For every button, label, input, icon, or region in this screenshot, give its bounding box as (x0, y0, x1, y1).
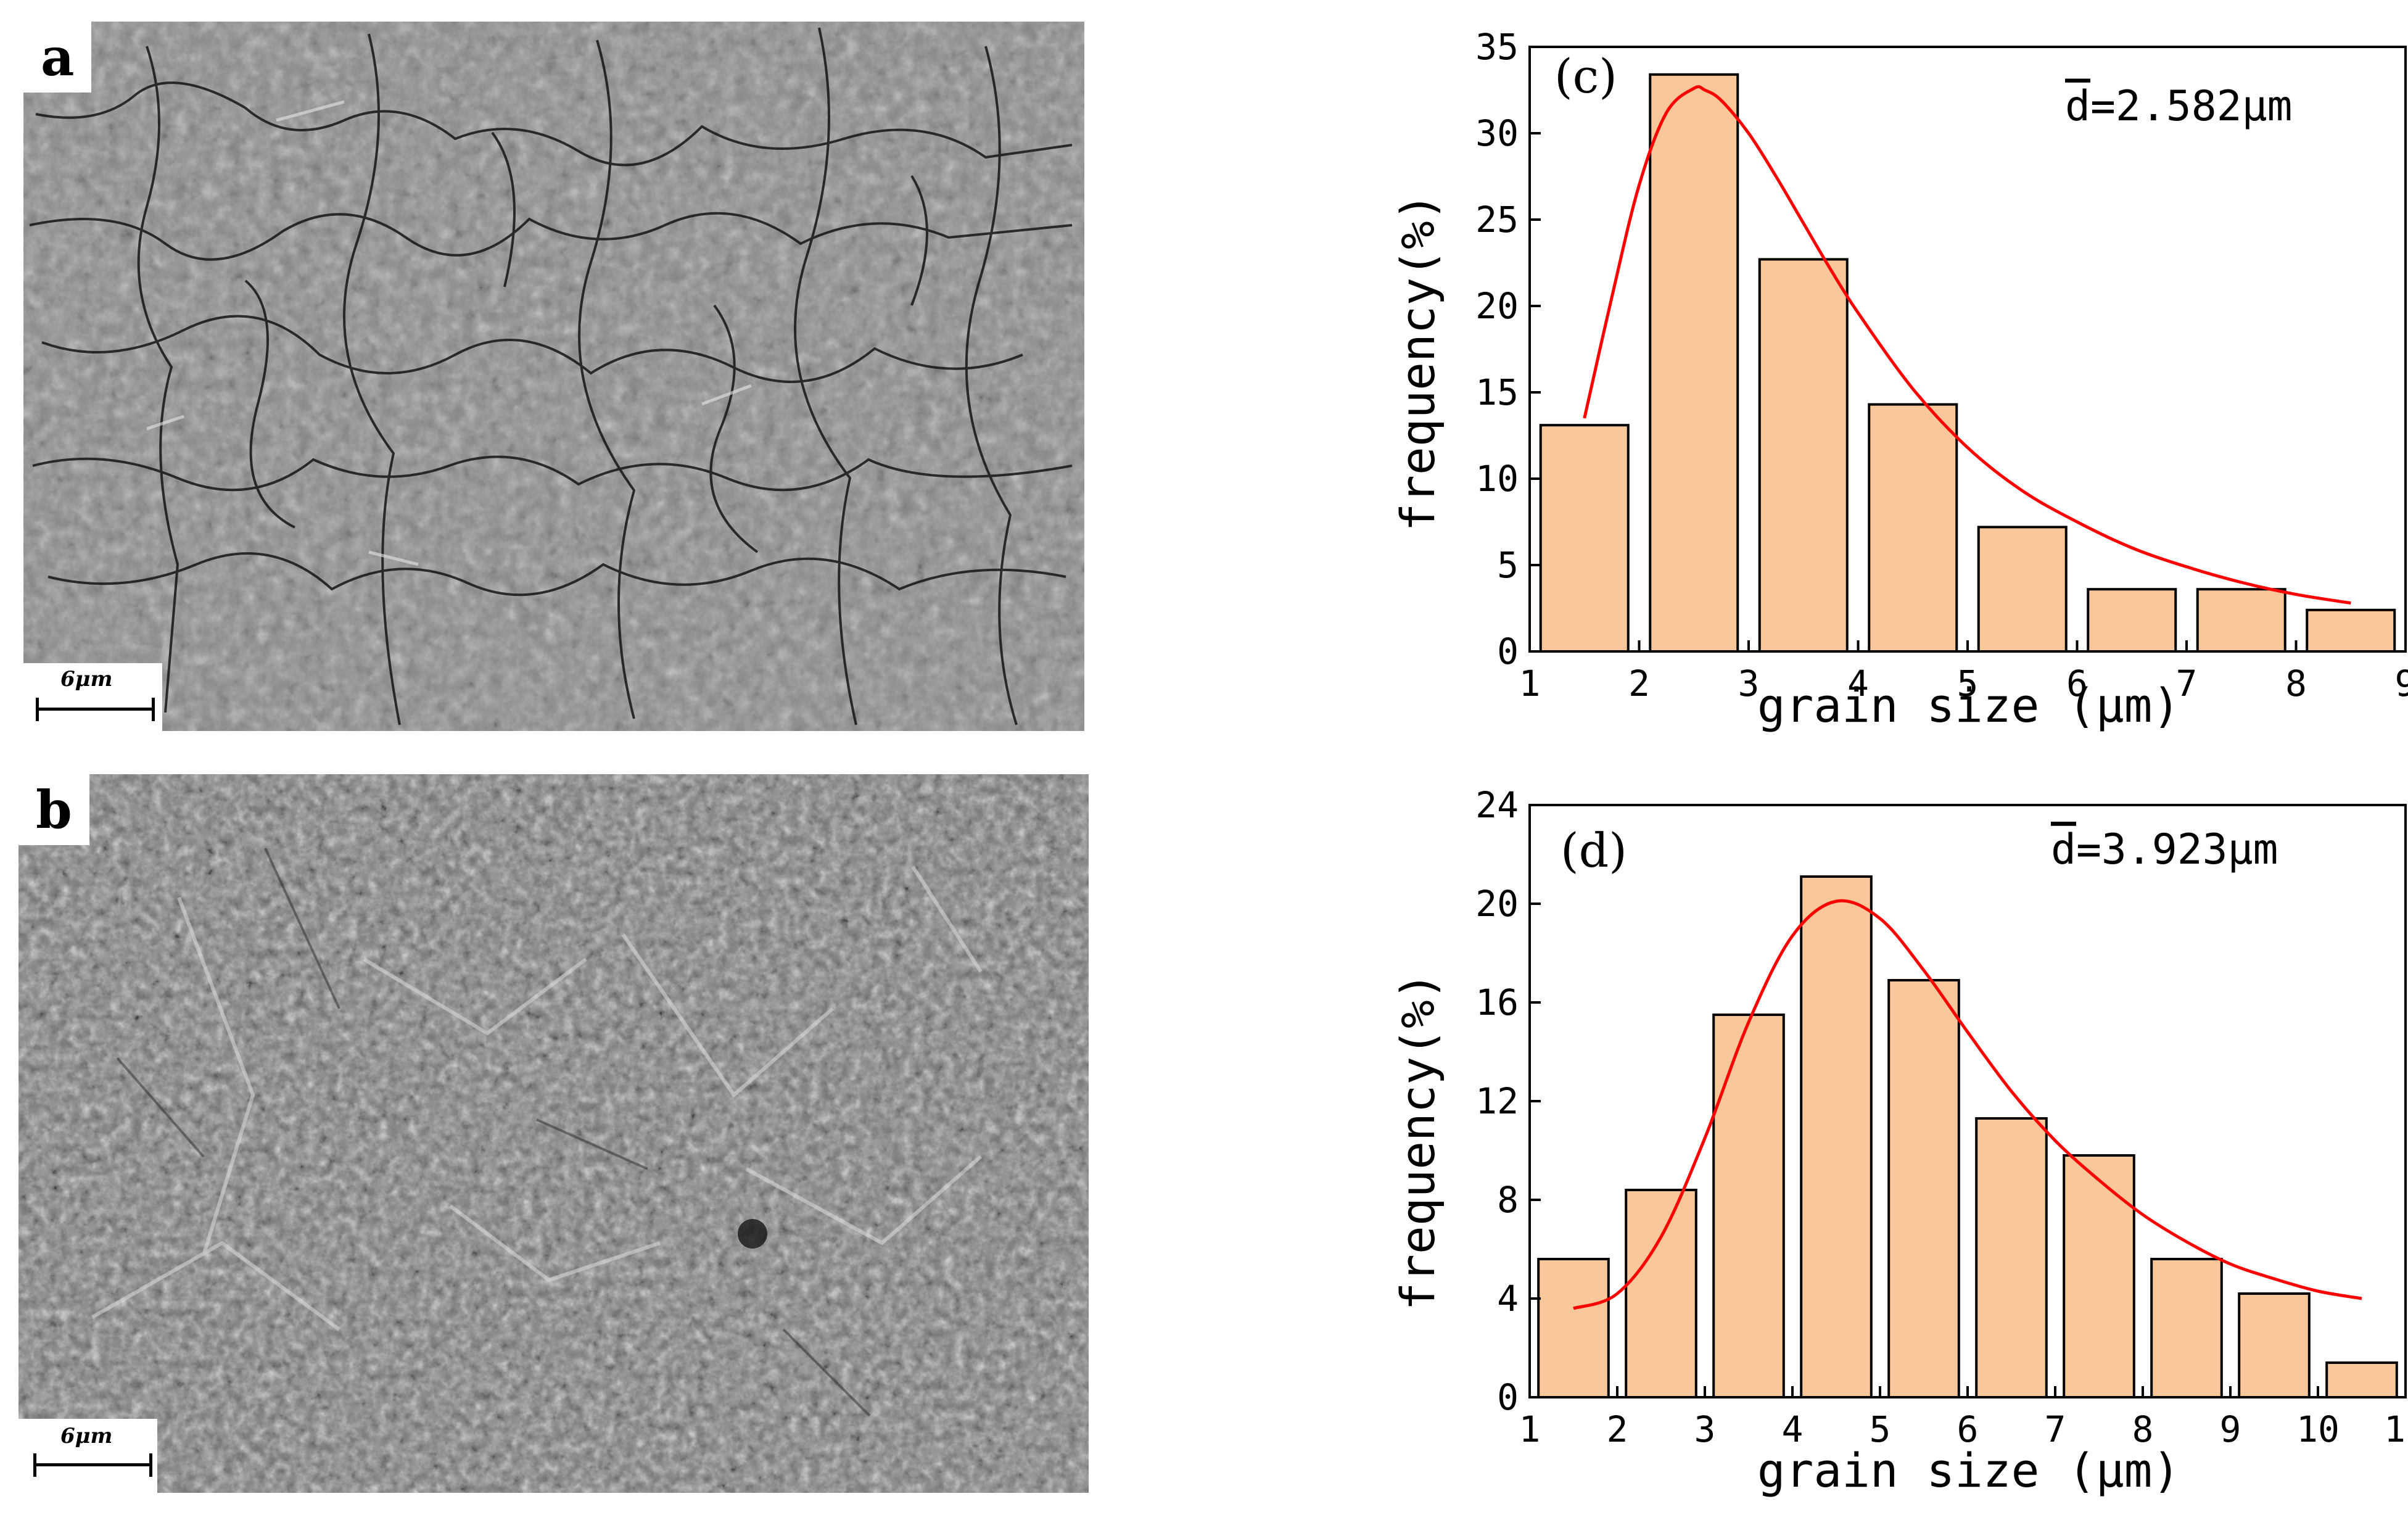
chart-d-x-tick-label: 4 (1782, 1408, 1804, 1450)
chart-c-bar (1758, 258, 1849, 653)
chart-d-xlabel: grain size (μm) (1757, 1443, 2180, 1498)
chart-c-bar (2196, 588, 2286, 653)
chart-c-x-tick-label: 4 (1847, 663, 1869, 704)
chart-d-x-tick-label: 3 (1694, 1408, 1716, 1450)
chart-c-ticks: 1 2 3 4 5 6 7 8 9 0 5 10 15 20 25 30 35 (1475, 26, 2408, 704)
chart-d-bar (1537, 1258, 1610, 1398)
chart-d-x-tick-label: 9 (2220, 1408, 2241, 1450)
chart-c-x-tick-label: 6 (2066, 663, 2088, 704)
scale-bar-b: 6μm (19, 1419, 157, 1493)
chart-d-annotation-value: =3.923μm (2076, 825, 2278, 874)
chart-c-y-tick-label: 30 (1475, 112, 1519, 154)
scale-bar-tick-right (149, 1453, 152, 1477)
micrograph-b-image (19, 774, 1089, 1493)
chart-c-bar (1868, 403, 1958, 653)
micrograph-a: a 6μm (23, 22, 1084, 731)
chart-d-x-tick-label: 7 (2045, 1408, 2066, 1450)
scale-bar-line (37, 708, 154, 711)
chart-d-y-tick-label: 8 (1497, 1179, 1519, 1221)
chart-c-bar (2306, 608, 2396, 653)
chart-c-annotation-value: =2.582μm (2090, 82, 2293, 131)
chart-d-x-tick-label: 11 (2384, 1408, 2408, 1450)
chart-c-x-tick-label: 5 (1957, 663, 1979, 704)
chart-c-xlabel: grain size (μm) (1757, 678, 2180, 733)
chart-c-x-tick-label: 3 (1738, 663, 1760, 704)
chart-d-fit-curve (1573, 899, 2362, 1310)
chart-d-y-tick-label: 4 (1497, 1278, 1519, 1320)
chart-d-panel-label: (d) (1561, 823, 1627, 878)
chart-d-x-tick-label: 1 (1519, 1408, 1541, 1450)
chart-c-bar (1539, 424, 1630, 653)
scale-bar-label: 6μm (60, 667, 113, 692)
chart-d-annotation-d: d (2051, 825, 2076, 874)
chart-d-x-tick-label: 6 (1957, 1408, 1979, 1450)
chart-c-x-tick-label: 9 (2395, 663, 2408, 704)
scale-bar-tick-left (33, 1453, 36, 1477)
scale-bar-tick-right (152, 698, 155, 721)
chart-d-fit (1573, 899, 2362, 1310)
scale-bar-label: 6μm (60, 1424, 113, 1448)
chart-d-ylabel: frequency(%) (1390, 972, 1445, 1310)
chart-c-annotation-d: d (2065, 82, 2090, 131)
chart-c-bar (1977, 526, 2068, 653)
chart-d-bar (1625, 1189, 1697, 1398)
chart-c-fit (1583, 85, 2351, 605)
chart-d-bar (2325, 1361, 2398, 1398)
chart-c-panel-label: (c) (1554, 49, 1617, 104)
chart-d-bar (1887, 979, 1960, 1398)
chart-d: 123456789101104812162024 (d) d=3.923μm g… (1357, 777, 2408, 1505)
chart-c-fit-curve (1583, 85, 2351, 605)
chart-c-bars (1539, 73, 2396, 653)
chart-d-annotation: d=3.923μm (2051, 825, 2278, 874)
chart-d-x-tick-label: 8 (2132, 1408, 2154, 1450)
micrograph-b: b 6μm (19, 774, 1089, 1493)
chart-d-bar (2063, 1154, 2135, 1398)
chart-c-svg: 1 2 3 4 5 6 7 8 9 0 5 10 15 20 25 30 35 (c) d=2.582μm gr… (1390, 26, 2408, 733)
scale-bar-a: 6μm (23, 663, 162, 731)
chart-c-y-tick-label: 0 (1497, 630, 1519, 672)
chart-d-bar (2238, 1292, 2311, 1398)
panel-letter-a: a (23, 22, 92, 93)
chart-c: 1 2 3 4 5 6 7 8 9 0 5 10 15 20 25 30 35 (c) d=2.582μm gr… (1357, 12, 2408, 740)
chart-c-y-tick-label: 35 (1475, 26, 1519, 68)
panel-letter-b: b (19, 774, 89, 845)
chart-c-y-tick-label: 15 (1475, 371, 1519, 413)
chart-d-x-tick-label: 10 (2296, 1408, 2340, 1450)
chart-d-svg: 123456789101104812162024 (d) d=3.923μm g… (1390, 784, 2408, 1498)
scale-bar-line (35, 1463, 152, 1466)
chart-d-bar (2150, 1258, 2223, 1398)
chart-c-y-tick-label: 10 (1475, 458, 1519, 500)
chart-c-bar (1649, 73, 1739, 653)
chart-c-x-tick-label: 2 (1628, 663, 1650, 704)
chart-d-y-tick-label: 12 (1475, 1080, 1519, 1122)
chart-d-bars (1537, 875, 2398, 1398)
chart-c-x-tick-label: 8 (2285, 663, 2307, 704)
chart-c-bar (2087, 588, 2177, 653)
chart-c-annotation: d=2.582μm (2065, 82, 2292, 131)
chart-d-bar (1712, 1014, 1785, 1398)
chart-d-y-tick-label: 20 (1475, 883, 1519, 925)
chart-d-ticks: 123456789101104812162024 (1475, 784, 2408, 1450)
chart-d-x-tick-label: 2 (1607, 1408, 1628, 1450)
micrograph-a-image (23, 22, 1084, 731)
chart-d-y-tick-label: 0 (1497, 1376, 1519, 1418)
chart-c-x-tick-label: 7 (2176, 663, 2198, 704)
chart-d-y-tick-label: 24 (1475, 784, 1519, 826)
chart-c-x-tick-label: 1 (1519, 663, 1541, 704)
chart-c-y-tick-label: 5 (1497, 544, 1519, 586)
chart-c-y-tick-label: 25 (1475, 199, 1519, 241)
chart-d-x-tick-label: 5 (1870, 1408, 1891, 1450)
scale-bar-tick-left (36, 698, 39, 721)
chart-c-ylabel: frequency(%) (1390, 192, 1445, 531)
chart-c-y-tick-label: 20 (1475, 285, 1519, 327)
chart-d-bar (1800, 875, 1873, 1398)
chart-d-bar (1975, 1117, 2048, 1398)
chart-d-y-tick-label: 16 (1475, 981, 1519, 1023)
